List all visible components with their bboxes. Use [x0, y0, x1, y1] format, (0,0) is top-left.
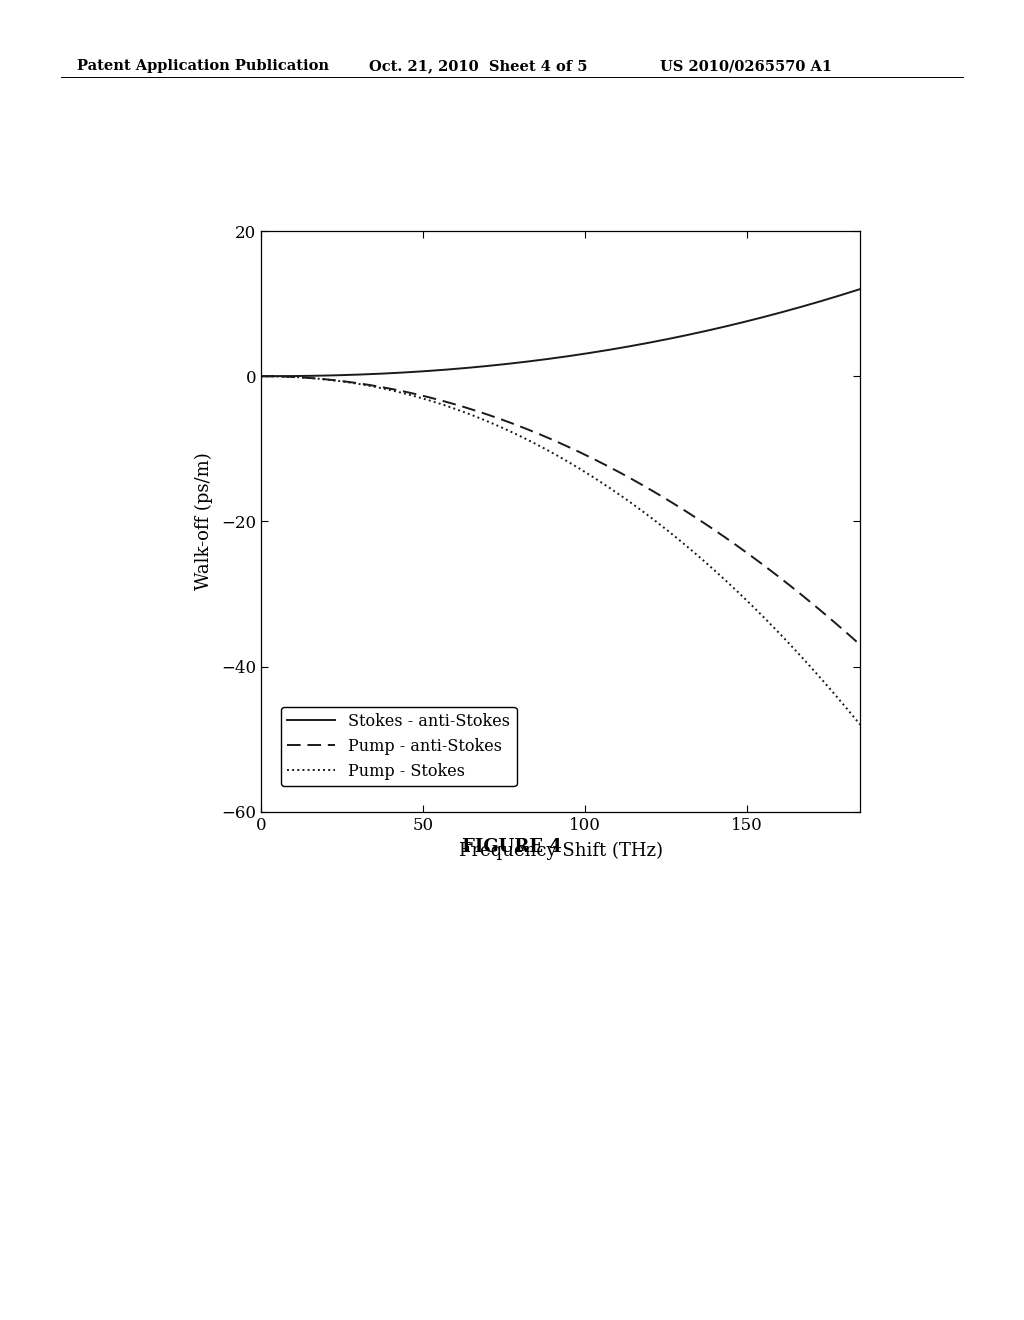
Pump - Stokes — [580, 465, 592, 480]
Pump - Stokes — [255, 368, 267, 384]
Text: Oct. 21, 2010  Sheet 4 of 5: Oct. 21, 2010 Sheet 4 of 5 — [369, 59, 587, 74]
Stokes - anti-Stokes — [580, 346, 592, 362]
Pump - Stokes — [611, 486, 624, 502]
X-axis label: Frequency Shift (THz): Frequency Shift (THz) — [459, 842, 663, 861]
Pump - Stokes — [543, 444, 555, 459]
Stokes - anti-Stokes — [840, 285, 852, 301]
Text: US 2010/0265570 A1: US 2010/0265570 A1 — [660, 59, 833, 74]
Pump - anti-Stokes — [255, 368, 267, 384]
Pump - Stokes — [840, 700, 852, 715]
Pump - anti-Stokes — [580, 447, 592, 463]
Pump - anti-Stokes — [840, 624, 852, 640]
Line: Stokes - anti-Stokes: Stokes - anti-Stokes — [261, 289, 860, 376]
Line: Pump - anti-Stokes: Pump - anti-Stokes — [261, 376, 860, 645]
Pump - anti-Stokes — [543, 430, 555, 446]
Stokes - anti-Stokes — [745, 312, 758, 327]
Pump - anti-Stokes — [854, 638, 866, 653]
Y-axis label: Walk-off (ps/m): Walk-off (ps/m) — [195, 453, 213, 590]
Stokes - anti-Stokes — [543, 351, 555, 367]
Legend: Stokes - anti-Stokes, Pump - anti-Stokes, Pump - Stokes: Stokes - anti-Stokes, Pump - anti-Stokes… — [281, 706, 516, 787]
Pump - Stokes — [540, 441, 552, 457]
Pump - Stokes — [854, 717, 866, 733]
Text: Patent Application Publication: Patent Application Publication — [77, 59, 329, 74]
Stokes - anti-Stokes — [540, 351, 552, 367]
Pump - anti-Stokes — [540, 429, 552, 445]
Pump - Stokes — [745, 598, 758, 614]
Stokes - anti-Stokes — [854, 281, 866, 297]
Pump - anti-Stokes — [745, 549, 758, 565]
Pump - anti-Stokes — [611, 463, 624, 479]
Stokes - anti-Stokes — [611, 341, 624, 356]
Line: Pump - Stokes: Pump - Stokes — [261, 376, 860, 725]
Text: FIGURE 4: FIGURE 4 — [462, 838, 562, 857]
Stokes - anti-Stokes — [255, 368, 267, 384]
